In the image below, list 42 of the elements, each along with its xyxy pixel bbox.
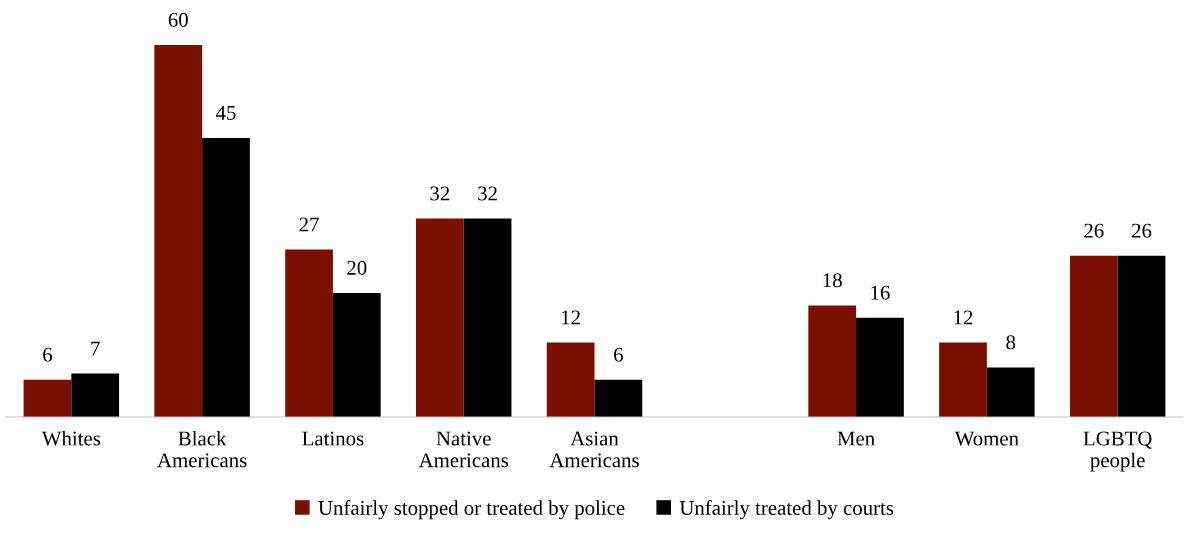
data-label: 26 [1132,223,1152,238]
data-label: 16 [871,285,890,300]
data-label: 20 [347,260,367,275]
bar [856,317,904,417]
bar [463,218,512,417]
x-tick-label: Whites [41,430,101,446]
x-tick-label: LGBTQ people [1083,431,1153,472]
bar [415,218,464,417]
bar [808,305,857,417]
legend-label: Unfairly stopped or treated by police [318,500,625,520]
bar [546,342,595,417]
data-label: 6 [43,347,53,362]
data-label: 60 [168,12,188,27]
bar [23,379,72,417]
bar [1117,255,1166,417]
x-tick-label: Latinos [302,431,364,446]
bar [939,342,987,417]
bar [594,379,643,417]
bar [71,373,120,417]
bar [1069,255,1118,417]
x-tick-label: Women [954,431,1019,446]
data-label: 6 [614,347,623,362]
data-label: 27 [299,217,319,232]
bar [154,45,203,417]
data-label: 8 [1006,335,1016,350]
data-label: 12 [954,310,973,325]
x-tick-label: Black Americans [157,430,247,468]
bar [285,249,333,417]
x-tick-label: Men [837,431,875,446]
legend-label: Unfairly treated by courts [679,500,894,520]
x-tick-label: Native Americans [418,431,509,468]
data-label: 26 [1084,223,1104,238]
x-tick-label: Asian Americans [549,431,639,468]
data-label: 32 [430,186,450,201]
data-label: 7 [91,341,100,356]
data-label: 12 [562,310,580,325]
data-label: 18 [823,273,842,288]
bar [202,138,250,417]
bar [986,367,1035,417]
data-label: 32 [478,186,497,201]
bar [332,293,381,417]
data-label: 45 [215,105,236,120]
